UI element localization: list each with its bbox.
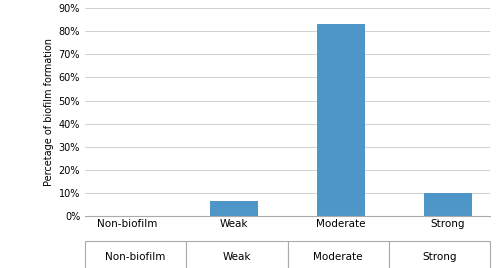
Bar bbox=[210, 201, 258, 216]
Bar bbox=[317, 24, 365, 216]
Y-axis label: Percetage of biofilm formation: Percetage of biofilm formation bbox=[44, 38, 54, 186]
Bar bbox=[424, 193, 472, 216]
